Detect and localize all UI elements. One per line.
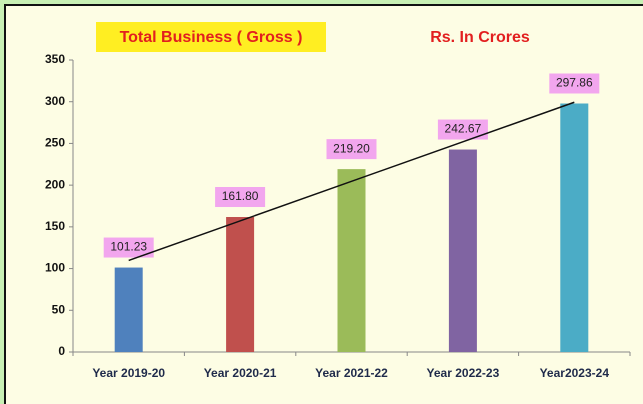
value-label-box xyxy=(215,187,266,208)
value-label: 101.23 xyxy=(110,240,147,254)
y-tick-label: 0 xyxy=(58,344,65,358)
value-label: 297.86 xyxy=(556,76,593,90)
y-tick-label: 350 xyxy=(45,52,65,66)
value-label-box xyxy=(549,73,600,94)
x-tick-label: Year 2021-22 xyxy=(315,366,388,380)
bar xyxy=(114,267,143,352)
value-label: 161.80 xyxy=(222,189,259,203)
y-tick-label: 250 xyxy=(45,136,65,150)
x-tick-label: Year 2020-21 xyxy=(204,366,277,380)
value-label-box xyxy=(437,119,488,140)
chart-subtitle: Rs. In Crores xyxy=(430,29,530,46)
y-tick-label: 200 xyxy=(45,177,65,191)
value-label: 219.20 xyxy=(333,141,370,155)
title-box xyxy=(96,22,326,52)
panel xyxy=(4,4,643,404)
value-label-box xyxy=(326,139,377,160)
y-tick-label: 300 xyxy=(45,94,65,108)
bar xyxy=(448,149,477,352)
value-label: 242.67 xyxy=(445,122,482,136)
y-tick-label: 100 xyxy=(45,261,65,275)
x-tick-label: Year 2019-20 xyxy=(92,366,165,380)
x-tick-label: Year 2022-23 xyxy=(427,366,500,380)
bar xyxy=(226,217,255,352)
value-label-box xyxy=(103,237,154,258)
x-tick-label: Year2023-24 xyxy=(540,366,610,380)
chart-title: Total Business ( Gross ) xyxy=(120,29,303,46)
y-tick-label: 50 xyxy=(52,302,66,316)
bar xyxy=(337,169,366,352)
y-tick-label: 150 xyxy=(45,219,65,233)
trendline xyxy=(128,101,575,262)
bar xyxy=(560,103,589,352)
